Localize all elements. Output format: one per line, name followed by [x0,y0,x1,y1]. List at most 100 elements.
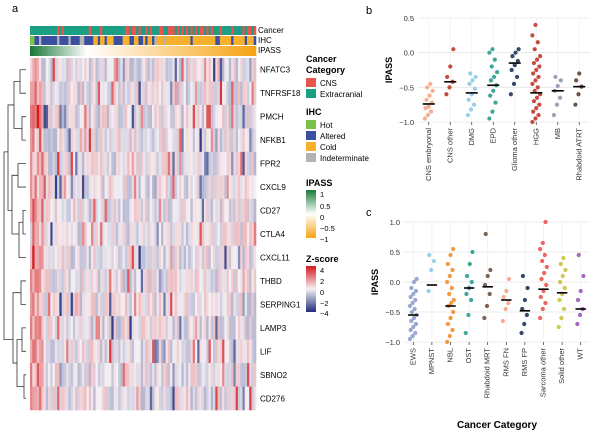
y-tick-label: 0.5 [390,248,400,257]
annotation-ihc-cell [93,36,96,45]
heatmap-cell [143,104,146,129]
heatmap-cell [66,58,69,82]
annotation-cancer-cell [219,26,223,35]
data-point [536,112,541,118]
heatmap-cell [228,339,232,364]
annotation-cancer-cell [249,26,252,35]
data-point [487,291,492,297]
heatmap-cell [50,175,53,200]
heatmap-cell [91,58,94,82]
heatmap-cell [179,81,182,106]
heatmap-cell [122,58,126,82]
heatmap-cell [140,104,144,129]
heatmap-cell [95,222,99,247]
heatmap-cell [111,104,114,129]
heatmap-cell [165,151,169,176]
data-point [411,315,417,321]
heatmap-cell [154,58,157,82]
annotation-cancer-cell [170,26,173,35]
heatmap-cell [133,292,137,317]
heatmap-cell [197,198,200,223]
heatmap-cell [246,81,250,106]
heatmap-cell [201,81,205,106]
heatmap-cell [213,386,216,411]
heatmap-cell [224,104,227,129]
heatmap-cell [208,175,212,200]
heatmap-cell [50,198,53,223]
heatmap-cell [228,222,232,247]
heatmap-cell [39,339,42,364]
heatmap-cell [136,386,139,411]
heatmap-cell [152,81,155,106]
heatmap-cell [231,104,234,129]
annotation-ihc-cell [43,36,47,45]
heatmap-cell [95,104,99,129]
annotation-ipass-cell [149,46,153,56]
annotation-ihc-cell [217,36,221,45]
data-point [578,288,583,294]
heatmap-cell [95,58,99,82]
heatmap-cell [50,386,53,411]
heatmap-cell [95,269,99,293]
heatmap-cell [57,175,60,200]
heatmap-cell [152,222,155,247]
heatmap-cell [122,292,126,317]
dendrogram-branch [20,280,26,305]
heatmap-cell [213,198,216,223]
heatmap-cell [147,81,151,106]
heatmap-cell [183,104,187,129]
heatmap-cell [61,128,65,153]
heatmap-cell [113,222,117,247]
heatmap-cell [97,104,101,129]
annotation-cancer-cell [61,26,65,35]
heatmap-cell [246,222,250,247]
heatmap-cell [72,104,76,129]
data-point [407,336,413,342]
annotation-cancer-cell [167,26,171,35]
heatmap-cell [152,198,155,223]
heatmap-cell [161,363,164,387]
heatmap-cell [120,339,123,364]
annotation-cancer-cell [224,26,227,35]
heatmap-cell [32,81,35,106]
heatmap-cell [63,81,67,106]
heatmap-cell [249,316,252,340]
heatmap-cell [145,269,148,293]
heatmap-cell [111,198,114,223]
data-point [540,306,545,312]
heatmap-cell [118,128,121,153]
heatmap-cell [149,81,153,106]
heatmap-cell [253,269,257,293]
heatmap-cell [222,175,225,200]
annotation-cancer-cell [253,26,257,35]
heatmap-cell [222,269,225,293]
heatmap-cell [109,316,112,340]
heatmap-cell [201,363,205,387]
annotation-ipass-cell [36,46,40,56]
annotation-ipass-cell [34,46,38,56]
heatmap-cell [170,222,173,247]
heatmap-cell [197,175,200,200]
heatmap-cell [188,58,191,82]
heatmap-cell [185,363,189,387]
heatmap-cell [156,81,160,106]
y-tick-label: −0.5 [385,308,400,317]
annotation-ihc-cell [176,36,180,45]
heatmap-cell [118,198,121,223]
data-point [534,57,540,62]
heatmap-cell [36,222,40,247]
data-point [428,109,434,114]
annotation-cancer-cell [140,26,144,35]
gene-label: LAMP3 [260,324,287,333]
annotation-ihc-cell [45,36,49,45]
heatmap-cell [237,269,241,293]
heatmap-cell [215,269,218,293]
annotation-ipass-cell [113,46,117,56]
heatmap-cell [54,292,58,317]
heatmap-cell [127,81,130,106]
heatmap-cell [91,175,94,200]
heatmap-cell [30,292,33,317]
heatmap-cell [86,316,90,340]
heatmap-cell [63,104,67,129]
annotation-ihc-cell [170,36,173,45]
